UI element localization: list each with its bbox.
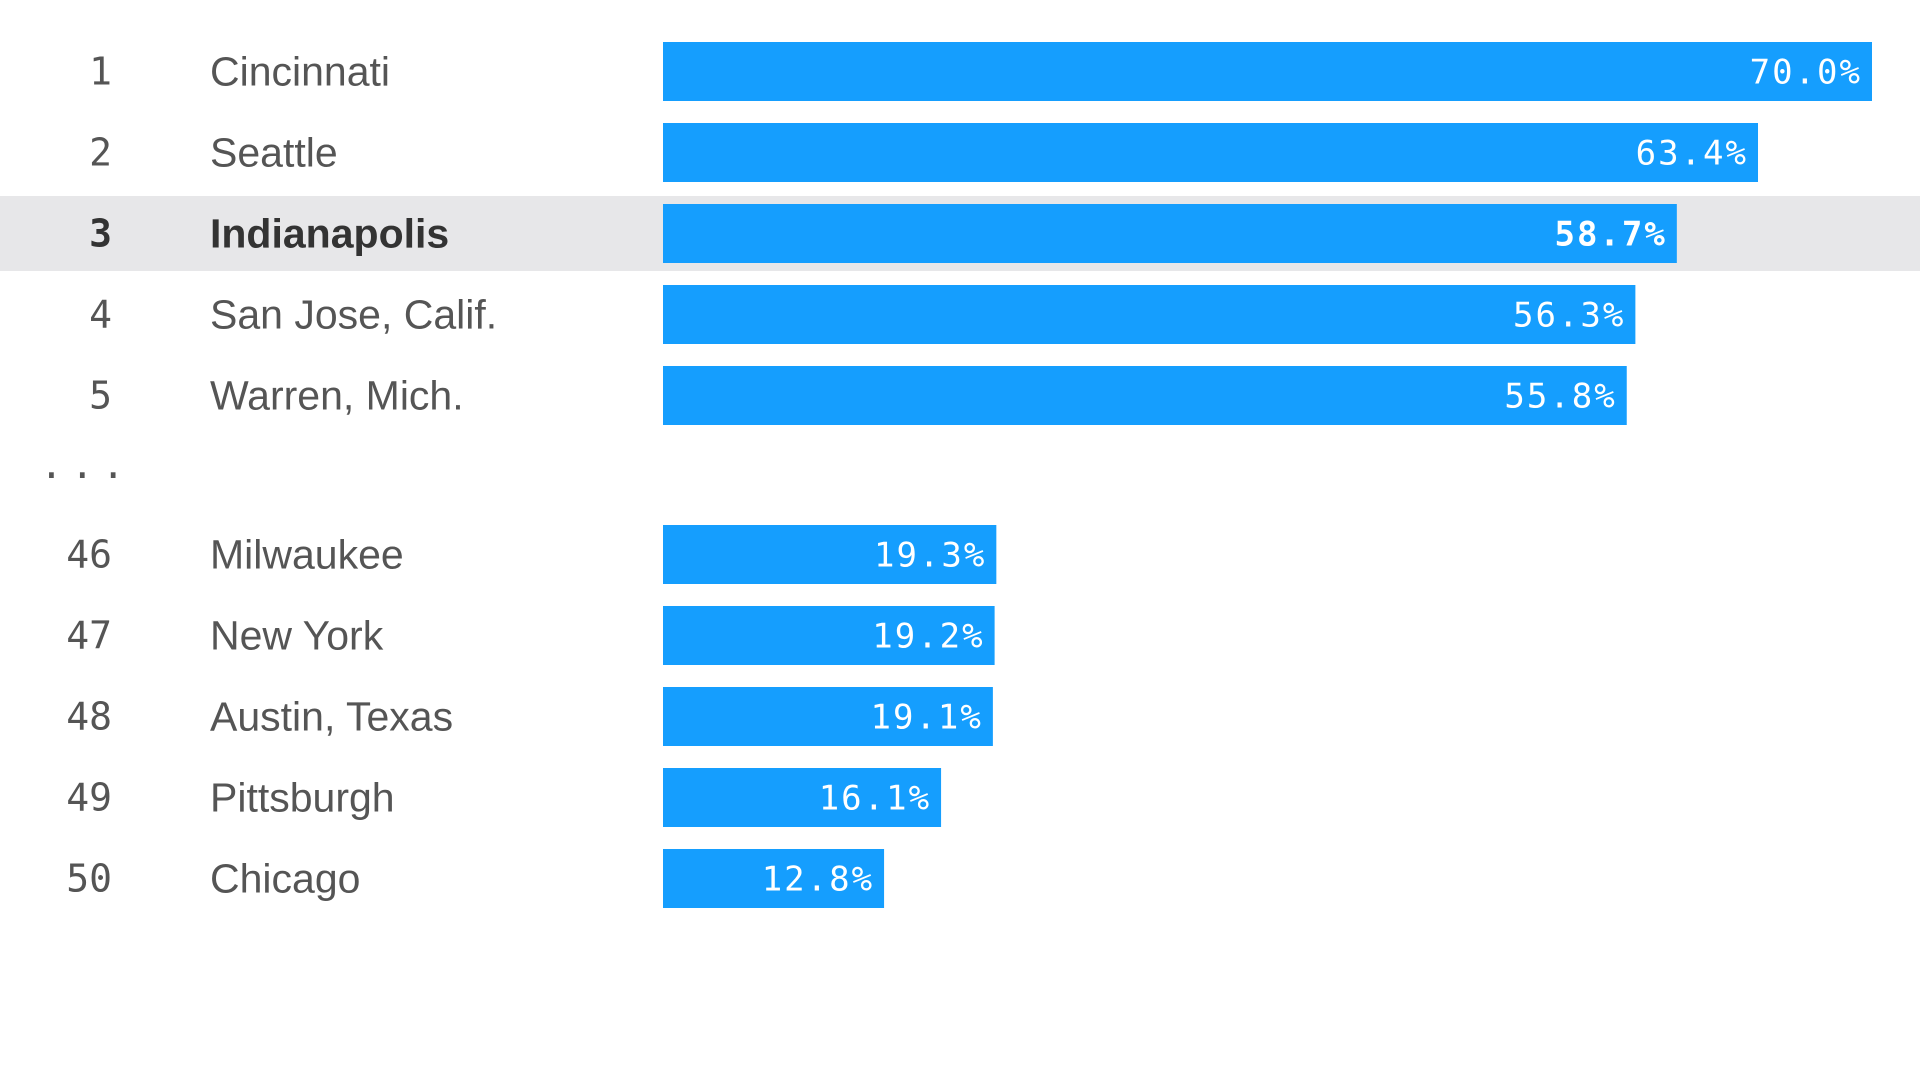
rank-label: 1: [89, 50, 112, 94]
city-label: San Jose, Calif.: [210, 292, 497, 338]
value-label: 70.0%: [1750, 53, 1862, 93]
rank-label: 49: [66, 776, 112, 820]
rank-label: 46: [66, 533, 112, 577]
bar: [663, 123, 1759, 182]
bar: [663, 204, 1677, 263]
chart-row: 48 Austin, Texas 19.1%: [66, 687, 993, 746]
value-label: 16.1%: [819, 779, 931, 819]
city-label: Warren, Mich.: [210, 373, 464, 419]
rank-label: 3: [89, 212, 112, 256]
bar: [663, 606, 995, 665]
value-label: 56.3%: [1513, 296, 1625, 336]
rank-label: 47: [66, 614, 112, 658]
chart-row: 5 Warren, Mich. 55.8%: [89, 366, 1627, 425]
city-label: New York: [210, 613, 384, 659]
chart-row: 4 San Jose, Calif. 56.3%: [89, 285, 1636, 344]
chart-row: 1 Cincinnati 70.0%: [89, 42, 1872, 101]
row-gap-ellipsis: ...: [40, 443, 133, 487]
bar: [663, 687, 993, 746]
chart-rows: 1 Cincinnati 70.0% 2 Seattle 63.4% 3 Indianapol…: [0, 42, 1920, 908]
city-label: Indianapolis: [210, 211, 449, 257]
rank-label: 2: [89, 131, 112, 175]
city-label: Pittsburgh: [210, 775, 395, 821]
rank-label: 48: [66, 695, 112, 739]
bar: [663, 768, 942, 827]
city-label: Austin, Texas: [210, 694, 453, 740]
value-label: 19.1%: [871, 698, 983, 738]
chart-row: 50 Chicago 12.8%: [66, 849, 885, 908]
city-label: Seattle: [210, 130, 338, 176]
city-label: Cincinnati: [210, 49, 390, 95]
chart-row: 47 New York 19.2%: [66, 606, 995, 665]
bar: [663, 849, 885, 908]
chart-row: 3 Indianapolis 58.7%: [0, 196, 1920, 271]
city-label: Chicago: [210, 856, 360, 902]
chart-row: 49 Pittsburgh 16.1%: [66, 768, 942, 827]
city-label: Milwaukee: [210, 532, 404, 578]
rank-label: 50: [66, 857, 112, 901]
bar: [663, 525, 997, 584]
bar: [663, 366, 1627, 425]
bar: [663, 42, 1872, 101]
rank-label: 5: [89, 374, 112, 418]
value-label: 19.2%: [872, 617, 984, 657]
chart-row: 2 Seattle 63.4%: [89, 123, 1759, 182]
rank-label: 4: [89, 293, 112, 337]
value-label: 58.7%: [1554, 215, 1666, 255]
value-label: 55.8%: [1504, 377, 1616, 417]
value-label: 19.3%: [874, 536, 986, 576]
bar: [663, 285, 1636, 344]
value-label: 63.4%: [1636, 134, 1748, 174]
value-label: 12.8%: [762, 860, 874, 900]
chart-row: 46 Milwaukee 19.3%: [66, 525, 997, 584]
